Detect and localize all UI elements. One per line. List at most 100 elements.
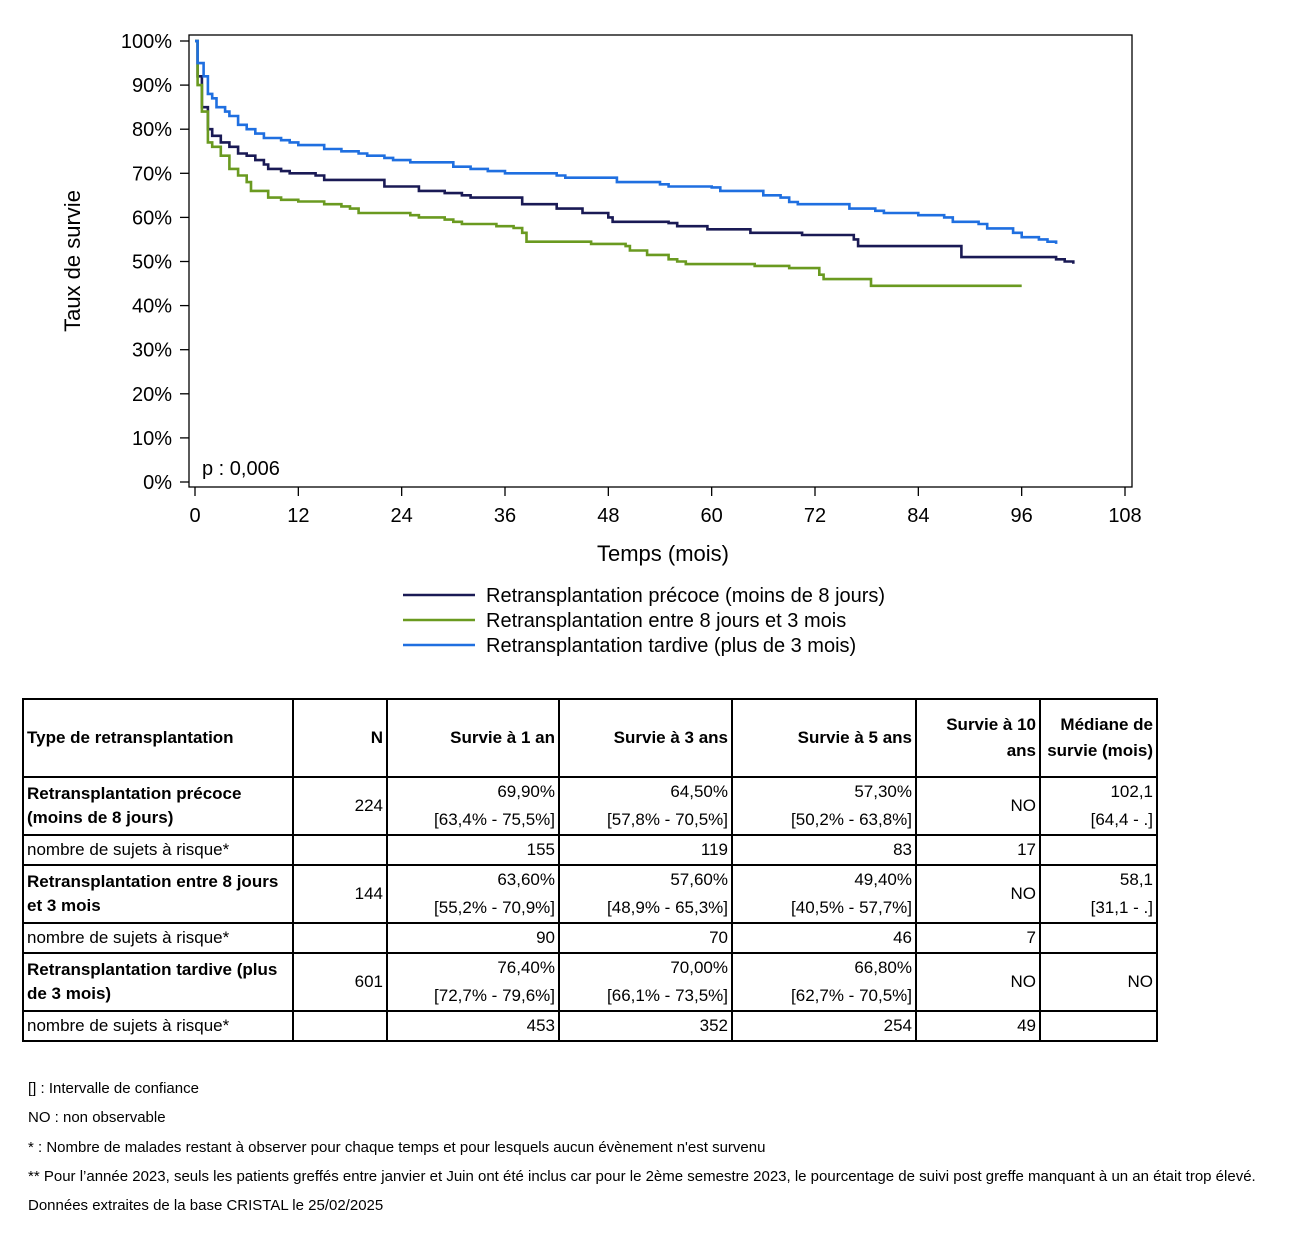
cell-empty <box>292 834 388 866</box>
cell-survie-5ans: 66,80% [62,7% - 70,5%] <box>731 952 917 1012</box>
value: 70,00% <box>670 958 728 977</box>
y-tick-label: 30% <box>132 340 172 362</box>
y-tick-label: 40% <box>132 296 172 318</box>
table-row: Retransplantation tardive (plus de 3 moi… <box>22 952 1158 1012</box>
cell-survie-3ans: 57,60% [48,9% - 65,3%] <box>558 864 733 924</box>
cell-risk: 155 <box>386 834 560 866</box>
value: NO <box>1127 972 1154 991</box>
cell-n: 601 <box>292 952 388 1012</box>
x-axis: 0 12 24 36 48 60 72 84 96 108 <box>189 487 1142 527</box>
risk-label: nombre de sujets à risque* <box>22 1010 294 1042</box>
legend-label: Retransplantation entre 8 jours et 3 moi… <box>486 610 846 632</box>
cell-risk: 90 <box>386 922 560 954</box>
table-header-row: Type de retransplantation N Survie à 1 a… <box>22 698 1158 778</box>
survival-chart: 0% 10% 20% 30% 40% 50% 60% 70% 80% 90% 100% 0 12 24 3… <box>60 31 1142 657</box>
cell-risk: 70 <box>558 922 733 954</box>
cell-risk: 17 <box>915 834 1041 866</box>
x-tick-label: 36 <box>494 505 516 527</box>
y-tick-label: 20% <box>132 384 172 406</box>
confidence-interval: [40,5% - 57,7%] <box>791 898 912 917</box>
cell-survie-10ans: NO <box>915 776 1041 836</box>
y-tick-label: 70% <box>132 163 172 185</box>
footnote: [] : Intervalle de confiance <box>28 1080 199 1097</box>
row-label: Retransplantation précoce (moins de 8 jo… <box>22 776 294 836</box>
y-tick-label: 60% <box>132 207 172 229</box>
row-label: Retransplantation entre 8 jours et 3 moi… <box>22 864 294 924</box>
cell-survie-10ans: NO <box>915 952 1041 1012</box>
cell-empty <box>1039 1010 1158 1042</box>
p-value-annotation: p : 0,006 <box>202 458 280 480</box>
cell-empty <box>292 922 388 954</box>
confidence-interval: [55,2% - 70,9%] <box>434 898 555 917</box>
confidence-interval: [64,4 - .] <box>1090 810 1153 829</box>
cell-risk: 254 <box>731 1010 917 1042</box>
header-type: Type de retransplantation <box>22 698 294 778</box>
plot-frame <box>188 34 1133 488</box>
value: 66,80% <box>854 958 912 977</box>
y-tick-label: 10% <box>132 428 172 450</box>
table-risk-row: nombre de sujets à risque* 90 70 46 7 <box>22 922 1158 954</box>
x-tick-label: 12 <box>287 505 309 527</box>
confidence-interval: [66,1% - 73,5%] <box>607 986 728 1005</box>
cell-risk: 46 <box>731 922 917 954</box>
survival-table: Type de retransplantation N Survie à 1 a… <box>22 698 1158 1042</box>
header-survie-10ans: Survie à 10 ans <box>915 698 1041 778</box>
value: 76,40% <box>497 958 555 977</box>
cell-risk: 119 <box>558 834 733 866</box>
legend-label: Retransplantation tardive (plus de 3 moi… <box>486 635 856 657</box>
value: 49,40% <box>854 870 912 889</box>
cell-risk: 352 <box>558 1010 733 1042</box>
y-tick-label: 50% <box>132 252 172 274</box>
cell-mediane: 102,1 [64,4 - .] <box>1039 776 1158 836</box>
table-row: Retransplantation entre 8 jours et 3 moi… <box>22 864 1158 924</box>
risk-label: nombre de sujets à risque* <box>22 922 294 954</box>
series-line-1 <box>195 39 1075 264</box>
confidence-interval: [57,8% - 70,5%] <box>607 810 728 829</box>
cell-n: 144 <box>292 864 388 924</box>
x-tick-label: 60 <box>701 505 723 527</box>
value: 64,50% <box>670 782 728 801</box>
x-axis-label: Temps (mois) <box>597 541 729 566</box>
cell-survie-1an: 69,90% [63,4% - 75,5%] <box>386 776 560 836</box>
y-axis: 0% 10% 20% 30% 40% 50% 60% 70% 80% 90% 100% <box>121 31 189 494</box>
value: 69,90% <box>497 782 555 801</box>
risk-label: nombre de sujets à risque* <box>22 834 294 866</box>
x-tick-label: 72 <box>804 505 826 527</box>
y-axis-label: Taux de survie <box>60 190 85 332</box>
header-survie-1an: Survie à 1 an <box>386 698 560 778</box>
value: 57,30% <box>854 782 912 801</box>
cell-n: 224 <box>292 776 388 836</box>
cell-empty <box>1039 834 1158 866</box>
footnote: ** Pour l’année 2023, seuls les patients… <box>28 1167 1256 1185</box>
confidence-interval: [48,9% - 65,3%] <box>607 898 728 917</box>
cell-mediane: NO <box>1039 952 1158 1012</box>
cell-survie-5ans: 57,30% [50,2% - 63,8%] <box>731 776 917 836</box>
header-mediane: Médiane de survie (mois) <box>1039 698 1158 778</box>
row-label: Retransplantation tardive (plus de 3 moi… <box>22 952 294 1012</box>
cell-survie-1an: 76,40% [72,7% - 79,6%] <box>386 952 560 1012</box>
footnote: Données extraites de la base CRISTAL le … <box>28 1197 384 1215</box>
value: 63,60% <box>497 870 555 889</box>
confidence-interval: [63,4% - 75,5%] <box>434 810 555 829</box>
confidence-interval: [50,2% - 63,8%] <box>791 810 912 829</box>
cell-mediane: 58,1 [31,1 - .] <box>1039 864 1158 924</box>
confidence-interval: [62,7% - 70,5%] <box>791 986 912 1005</box>
x-tick-label: 108 <box>1108 505 1141 527</box>
y-tick-label: 100% <box>121 31 172 53</box>
value: 58,1 <box>1119 870 1153 889</box>
x-tick-label: 0 <box>189 505 200 527</box>
header-n: N <box>292 698 388 778</box>
x-tick-label: 84 <box>907 505 929 527</box>
cell-survie-5ans: 49,40% [40,5% - 57,7%] <box>731 864 917 924</box>
x-tick-label: 24 <box>391 505 413 527</box>
confidence-interval: [31,1 - .] <box>1090 898 1153 917</box>
footnote: * : Nombre de malades restant à observer… <box>28 1138 766 1156</box>
cell-risk: 83 <box>731 834 917 866</box>
legend: Retransplantation précoce (moins de 8 jo… <box>403 585 885 657</box>
value: 102,1 <box>1110 782 1153 801</box>
y-tick-label: 0% <box>143 472 172 494</box>
cell-survie-3ans: 70,00% [66,1% - 73,5%] <box>558 952 733 1012</box>
cell-empty <box>1039 922 1158 954</box>
footnote: NO : non observable <box>28 1109 166 1127</box>
series-lines <box>195 39 1075 288</box>
